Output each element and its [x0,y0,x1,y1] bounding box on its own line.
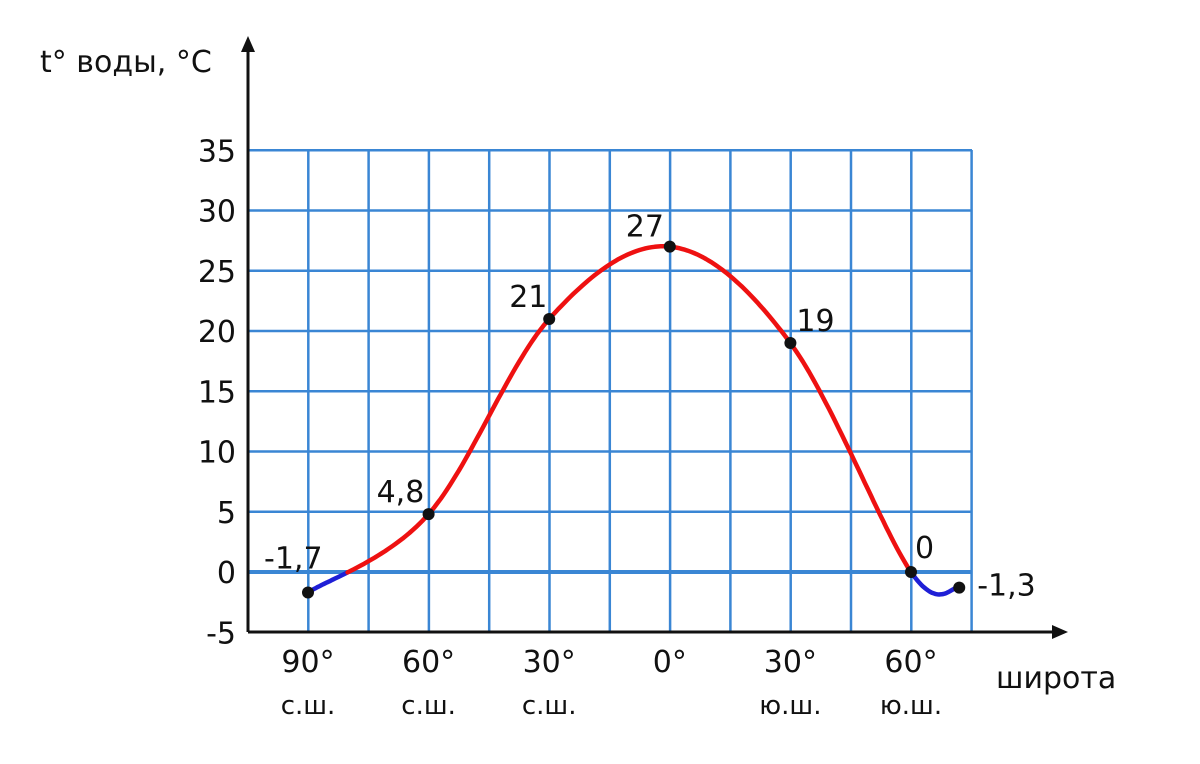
x-tick-hemisphere: с.ш. [401,691,456,721]
x-axis-title: широта [996,661,1116,696]
data-label: -1,3 [977,569,1036,604]
data-point [663,240,676,253]
data-point [422,508,435,521]
x-tick-hemisphere: с.ш. [522,691,577,721]
x-tick-label: 30° [764,645,817,680]
x-tick-label: 30° [523,645,576,680]
x-tick-label: 60° [402,645,455,680]
y-tick-label: 10 [198,436,236,471]
x-axis-arrow-icon [1052,625,1068,639]
data-label: 27 [626,210,664,245]
y-tick-label: 30 [198,195,236,230]
y-tick-label: 20 [198,315,236,350]
data-point [784,337,797,350]
data-point [953,581,966,594]
y-tick-label: 0 [217,556,236,591]
x-tick-label: 90° [281,645,334,680]
data-label: 0 [915,531,934,566]
data-point [302,586,314,599]
axes [241,36,1068,639]
data-point [905,566,917,578]
x-tick-hemisphere: ю.ш. [880,691,942,721]
grid [246,149,973,634]
y-axis-arrow-icon [241,36,255,52]
y-tick-label: 5 [217,496,236,531]
data-points: -1,7 4,8 21 27 19 0 -1,3 [264,210,1036,604]
x-tick-hemisphere: ю.ш. [759,691,821,721]
tick-labels: 35 30 25 20 15 10 5 0 -5 90° с.ш. 60° с.ш. 30° с.ш. 0° 3… [198,134,942,721]
data-label: 21 [509,280,547,315]
y-axis-title: t° воды, °C [40,45,212,80]
data-label: 19 [796,304,834,339]
data-label: 4,8 [377,475,425,510]
x-tick-label: 60° [884,645,937,680]
temperature-curve [305,244,962,597]
y-tick-label: 15 [198,375,236,410]
below-zero-segment [910,572,962,597]
data-label: -1,7 [264,541,323,576]
x-tick-hemisphere: с.ш. [281,691,336,721]
y-tick-label: 35 [198,134,236,169]
y-tick-label: 25 [198,255,236,290]
y-tick-label: -5 [206,616,236,651]
x-tick-label: 0° [653,645,687,680]
above-zero-segment [345,244,916,578]
data-point [543,312,556,325]
